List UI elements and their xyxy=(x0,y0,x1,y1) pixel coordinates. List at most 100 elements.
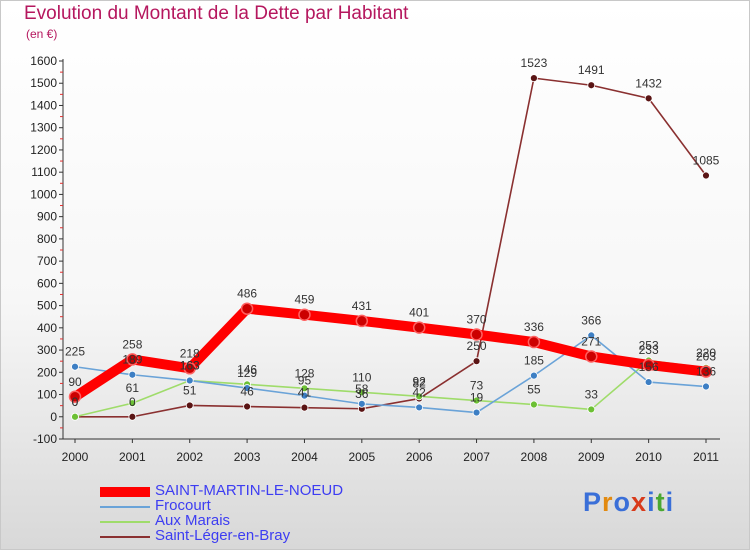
data-point xyxy=(68,390,82,404)
y-tick-label: 100 xyxy=(37,388,57,402)
data-label: 51 xyxy=(183,383,197,397)
logo-letter: P xyxy=(583,487,603,517)
series-line xyxy=(74,334,707,414)
data-point xyxy=(530,400,538,409)
data-point xyxy=(355,314,369,328)
data-point xyxy=(530,74,538,83)
x-tick-label: 2004 xyxy=(291,450,318,464)
data-point xyxy=(128,370,137,379)
data-label: 0 xyxy=(72,395,79,409)
data-point xyxy=(472,408,481,417)
data-label: 225 xyxy=(65,345,85,359)
x-tick-label: 2011 xyxy=(693,450,719,464)
data-point xyxy=(128,412,137,421)
data-point xyxy=(644,94,653,103)
data-label: 55 xyxy=(527,383,541,397)
legend-label: Saint-Léger-en-Bray xyxy=(155,527,291,544)
data-label: 110 xyxy=(352,370,371,384)
data-label: 36 xyxy=(355,387,369,401)
x-tick-label: 2005 xyxy=(348,450,375,464)
data-label: 459 xyxy=(294,293,314,307)
data-point xyxy=(185,401,194,410)
data-point xyxy=(530,371,538,380)
data-point xyxy=(587,405,596,414)
data-point xyxy=(702,382,710,391)
data-label: 271 xyxy=(581,335,601,349)
x-tick-label: 2002 xyxy=(176,450,203,464)
x-tick-label: 2003 xyxy=(234,450,261,464)
legend-swatch xyxy=(100,536,150,538)
data-point xyxy=(587,331,596,340)
y-tick-label: 200 xyxy=(37,365,57,379)
y-tick-label: 300 xyxy=(37,343,57,357)
data-label: 163 xyxy=(180,359,200,373)
data-label: 61 xyxy=(126,381,140,395)
data-label: 163 xyxy=(180,359,200,373)
data-point xyxy=(71,362,79,371)
data-label: 486 xyxy=(237,287,257,301)
y-tick-label: 800 xyxy=(37,232,57,246)
series-line xyxy=(74,359,707,418)
data-point xyxy=(298,308,311,321)
y-tick-label: 1000 xyxy=(30,187,57,201)
data-label: 42 xyxy=(413,385,427,399)
y-tick-label: 1100 xyxy=(31,165,57,179)
data-label: 218 xyxy=(180,346,200,360)
y-tick-label: 400 xyxy=(37,321,57,335)
data-label: 258 xyxy=(122,337,142,351)
data-point xyxy=(587,81,596,90)
chart-title: Evolution du Montant de la Dette par Hab… xyxy=(24,3,409,24)
data-point xyxy=(185,376,194,385)
data-point xyxy=(527,335,541,349)
data-label: 1432 xyxy=(635,76,662,90)
data-label: 58 xyxy=(355,382,369,396)
data-point xyxy=(644,378,653,386)
y-tick-label: 1600 xyxy=(30,54,57,68)
data-label: 95 xyxy=(298,374,312,388)
data-label: 233 xyxy=(639,343,659,357)
data-label: 1085 xyxy=(693,154,720,168)
logo-letter: i xyxy=(665,487,675,517)
y-tick-label: 1200 xyxy=(30,143,57,157)
data-point xyxy=(357,388,366,397)
legend-swatch xyxy=(100,521,150,523)
data-label: 19 xyxy=(470,391,484,405)
data-label: 220 xyxy=(696,346,716,360)
data-label: 136 xyxy=(696,365,716,379)
data-point xyxy=(183,362,196,375)
data-label: 92 xyxy=(413,374,427,388)
y-tick-label: 700 xyxy=(37,254,57,268)
data-label: 90 xyxy=(68,375,82,389)
y-tick-label: 1500 xyxy=(30,76,57,90)
data-label: 370 xyxy=(467,312,487,326)
y-tick-label: 600 xyxy=(37,276,57,290)
data-point xyxy=(702,171,710,180)
y-tick-label: 900 xyxy=(37,210,57,224)
legend-swatch xyxy=(100,506,150,508)
data-label: 431 xyxy=(352,299,372,313)
data-point xyxy=(243,384,251,392)
data-label: 156 xyxy=(639,360,659,374)
data-point xyxy=(357,399,366,408)
y-tick-label: -100 xyxy=(33,432,57,446)
x-tick-label: 2007 xyxy=(463,450,490,464)
data-label: 41 xyxy=(298,386,312,400)
logo-letter: o xyxy=(613,487,632,517)
data-label: 185 xyxy=(524,354,544,368)
legend-label: Frocourt xyxy=(155,497,211,514)
data-label: 73 xyxy=(470,379,484,393)
data-label: 82 xyxy=(413,377,427,391)
data-label: 0 xyxy=(72,395,79,409)
data-label: 253 xyxy=(639,339,659,353)
data-point xyxy=(412,321,426,334)
data-label: 203 xyxy=(696,350,716,364)
x-tick-label: 2010 xyxy=(635,450,662,464)
legend-label: Aux Marais xyxy=(155,512,231,529)
data-point xyxy=(300,403,309,412)
data-point xyxy=(415,403,424,412)
data-label: 33 xyxy=(585,387,599,401)
data-point xyxy=(126,353,139,366)
chart-unit: (en €) xyxy=(26,27,58,41)
